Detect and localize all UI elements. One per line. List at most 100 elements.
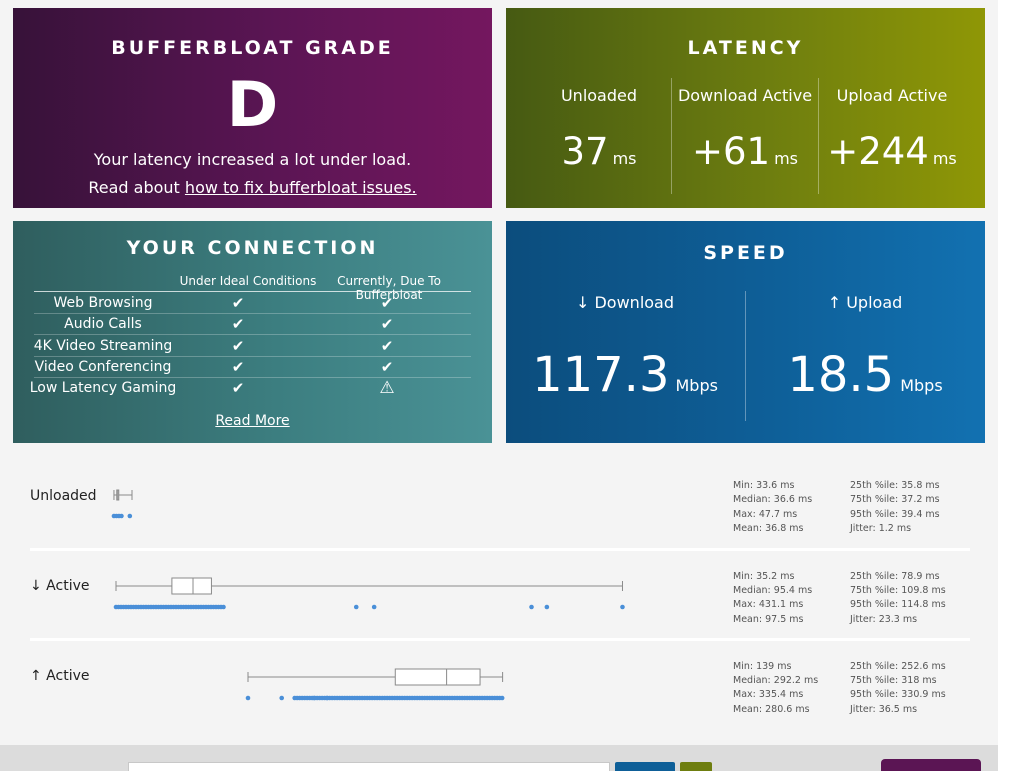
latency-unloaded-number: 37	[561, 130, 609, 173]
grade-title: BUFFERBLOAT GRADE	[111, 37, 394, 59]
latency-upload-label: Upload Active	[836, 86, 948, 105]
read-more: Read More	[13, 413, 492, 429]
stat-max: Max: 431.1 ms	[733, 599, 804, 610]
latency-unloaded: Unloaded 37 ms	[525, 78, 673, 194]
conn-row-label: Audio Calls	[64, 316, 142, 332]
upload-speed: ↑ Upload 18.5 Mbps	[746, 291, 984, 431]
stat-jitter: Jitter: 23.3 ms	[850, 614, 918, 625]
latency-unloaded-unit: ms	[612, 149, 637, 168]
upload-speed-label: ↑ Upload	[827, 293, 903, 312]
download-speed-label: ↓ Download	[575, 293, 675, 312]
download-speed-value: 117.3 Mbps	[506, 347, 744, 403]
read-about-prefix: Read about	[88, 178, 185, 197]
stat-p95: 95th %ile: 39.4 ms	[850, 509, 940, 520]
grade-letter: D	[226, 68, 279, 141]
ideal-check-icon: ✔	[231, 315, 245, 333]
latency-divider	[671, 78, 672, 194]
row-separator	[30, 548, 970, 551]
share-url-input[interactable]	[128, 762, 610, 771]
stat-p95: 95th %ile: 330.9 ms	[850, 689, 946, 700]
iqr-box	[171, 577, 212, 595]
latency-download-value: +61 ms	[671, 130, 819, 173]
row-divider	[34, 377, 471, 378]
read-more-link[interactable]: Read More	[215, 413, 290, 429]
column-header-ideal: Under Ideal Conditions	[179, 274, 317, 288]
stat-p25: 25th %ile: 35.8 ms	[850, 480, 940, 491]
download-active-boxplot	[113, 577, 625, 610]
right-margin	[998, 0, 1024, 771]
sample-points	[245, 695, 505, 701]
row-divider	[34, 313, 471, 314]
stat-p95: 95th %ile: 114.8 ms	[850, 599, 946, 610]
latency-panel: LATENCY Unloaded 37 ms Download Active +6…	[506, 8, 985, 208]
stat-p25: 25th %ile: 252.6 ms	[850, 661, 946, 672]
grade-read-about: Read about how to fix bufferbloat issues…	[13, 178, 492, 197]
row-divider	[34, 356, 471, 357]
stat-p75: 75th %ile: 37.2 ms	[850, 494, 940, 505]
latency-unloaded-value: 37 ms	[525, 130, 673, 173]
row-label: ↑ Active	[30, 668, 90, 684]
unloaded-latency-row: Unloaded Min: 33.6 ms Median: 36.6 ms Ma…	[30, 478, 970, 568]
share-button[interactable]	[680, 762, 712, 771]
warning-icon: ⚠	[379, 378, 395, 398]
sample-outlier	[311, 695, 317, 701]
sample-points	[113, 604, 625, 610]
ideal-check-icon: ✔	[231, 379, 245, 397]
latency-divider	[818, 78, 819, 194]
test-again-button[interactable]	[881, 759, 981, 771]
sample-point	[119, 513, 124, 519]
header-divider	[34, 291, 471, 292]
stat-p75: 75th %ile: 318 ms	[850, 675, 937, 686]
conn-row-label: 4K Video Streaming	[33, 338, 173, 354]
stat-p75: 75th %ile: 109.8 ms	[850, 585, 946, 596]
upload-speed-unit: Mbps	[900, 376, 943, 395]
sample-outlier	[529, 604, 534, 610]
grade-description: Your latency increased a lot under load.	[93, 150, 412, 169]
your-connection-panel: YOUR CONNECTION Under Ideal Conditions C…	[13, 221, 492, 443]
download-speed-number: 117.3	[532, 347, 670, 403]
sample-outlier	[324, 695, 330, 701]
copy-button[interactable]	[615, 762, 675, 771]
latency-title: LATENCY	[687, 37, 804, 59]
latency-download-number: +61	[691, 130, 771, 173]
latency-upload-number: +244	[827, 130, 929, 173]
speed-panel: SPEED ↓ Download 117.3 Mbps ↑ Upload 18.5…	[506, 221, 985, 443]
conn-row-label: Low Latency Gaming	[29, 380, 177, 396]
upload-speed-value: 18.5 Mbps	[746, 347, 984, 403]
download-speed-unit: Mbps	[675, 376, 718, 395]
stat-min: Min: 33.6 ms	[733, 480, 795, 491]
conn-row-label: Video Conferencing	[34, 359, 172, 375]
iqr-box	[394, 668, 481, 686]
row-divider	[34, 334, 471, 335]
current-check-icon: ✔	[380, 315, 394, 333]
sample-point	[221, 604, 226, 610]
sample-points	[111, 513, 133, 519]
latency-download-label: Download Active	[677, 86, 813, 105]
upload-active-boxplot	[245, 668, 505, 701]
stat-median: Median: 36.6 ms	[733, 494, 813, 505]
sample-outlier	[245, 695, 251, 701]
sample-outlier	[353, 604, 359, 610]
latency-unloaded-label: Unloaded	[560, 86, 638, 105]
sample-outlier	[127, 513, 133, 519]
stat-p25: 25th %ile: 78.9 ms	[850, 571, 940, 582]
stat-mean: Mean: 36.8 ms	[733, 523, 804, 534]
latency-upload-value: +244 ms	[818, 130, 966, 173]
speed-divider	[745, 291, 746, 421]
latency-download-active: Download Active +61 ms	[671, 78, 819, 194]
stat-jitter: Jitter: 36.5 ms	[850, 704, 918, 715]
stat-mean: Mean: 97.5 ms	[733, 614, 804, 625]
current-check-icon: ✔	[380, 337, 394, 355]
sample-point	[499, 695, 505, 701]
sample-outlier	[620, 604, 625, 610]
upload-speed-number: 18.5	[787, 347, 895, 403]
sample-outlier	[544, 604, 550, 610]
upload-active-latency-row: ↑ Active Min: 139 ms Median: 292.2 ms Ma…	[30, 660, 970, 750]
conn-row-label: Web Browsing	[53, 295, 153, 311]
stat-max: Max: 47.7 ms	[733, 509, 798, 520]
stat-median: Median: 95.4 ms	[733, 585, 813, 596]
fix-bufferbloat-link[interactable]: how to fix bufferbloat issues.	[184, 178, 417, 197]
current-check-icon: ✔	[380, 294, 394, 312]
bufferbloat-grade-panel: BUFFERBLOAT GRADE D Your latency increas…	[13, 8, 492, 208]
connection-title: YOUR CONNECTION	[126, 237, 379, 259]
